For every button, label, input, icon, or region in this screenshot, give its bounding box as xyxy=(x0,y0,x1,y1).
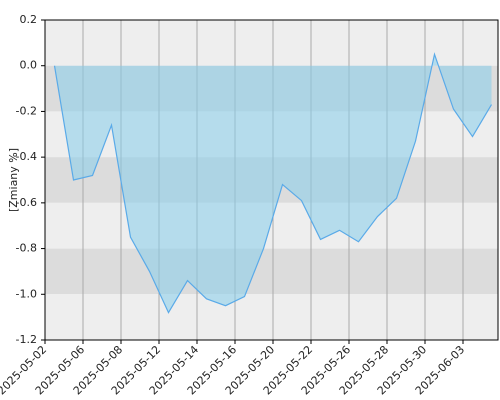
line xyxy=(53,52,493,314)
y-tick-label: 0.2 xyxy=(20,13,38,26)
y-tick-label: -0.4 xyxy=(16,150,37,163)
stripe xyxy=(45,294,498,340)
y-tick-label: -1.0 xyxy=(16,287,37,300)
y-tick-label: -1.2 xyxy=(16,333,37,346)
stripe xyxy=(45,20,498,66)
plot-border xyxy=(44,19,499,341)
y-tick-label: -0.6 xyxy=(16,196,37,209)
y-tick-label: -0.2 xyxy=(16,104,37,117)
area xyxy=(54,54,492,313)
stripe xyxy=(45,248,498,295)
y-tick-label: 0.0 xyxy=(20,59,38,72)
y-axis-label: [Zmiany %] xyxy=(7,148,20,212)
y-tick-label: -0.8 xyxy=(16,242,37,255)
